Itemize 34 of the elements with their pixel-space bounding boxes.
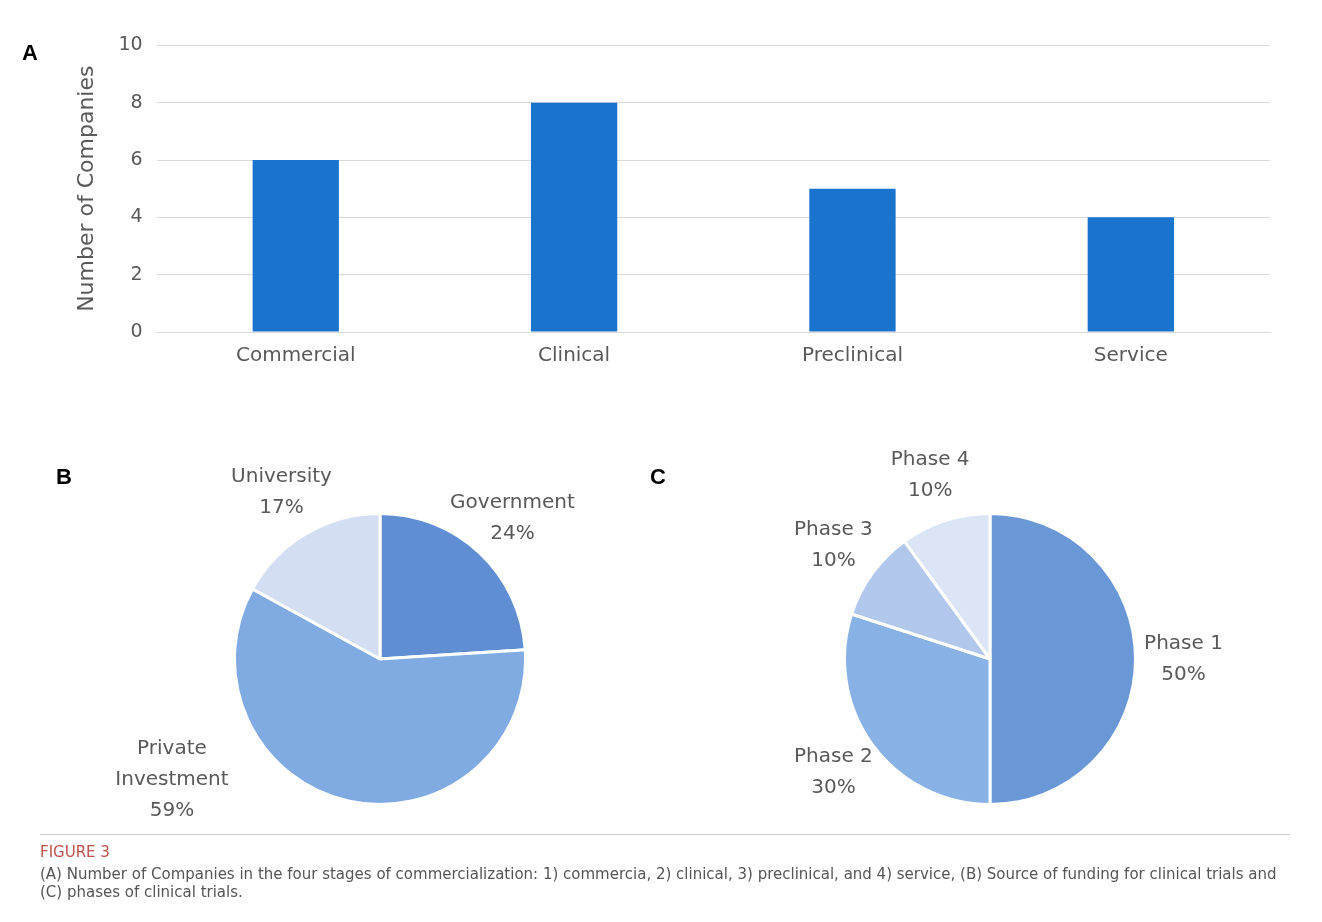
y-tick-label: 10 xyxy=(118,32,143,55)
y-tick-label: 4 xyxy=(130,204,143,227)
chart-title: A xyxy=(22,40,38,66)
y-tick-label: 8 xyxy=(130,89,143,112)
y-tick-label: 0 xyxy=(130,318,143,341)
slice-label: Phase 2 xyxy=(794,743,873,768)
bar xyxy=(530,102,618,332)
data-label: 59% xyxy=(149,796,195,821)
bar xyxy=(809,188,896,332)
data-label: 24% xyxy=(490,519,535,544)
slice-label: University xyxy=(231,463,333,488)
x-tick-label: Clinical xyxy=(538,342,611,367)
y-axis-title: Number of Companies xyxy=(72,65,98,312)
x-tick-label: Commercial xyxy=(235,342,356,367)
slice-label: Government xyxy=(450,488,575,513)
data-label: 17% xyxy=(259,494,304,519)
x-tick-label: Service xyxy=(1093,342,1168,367)
data-label: 10% xyxy=(811,546,856,571)
bar xyxy=(1087,217,1174,332)
slice-label: Phase 1 xyxy=(1144,629,1223,654)
bar xyxy=(252,160,339,332)
text: C xyxy=(650,464,666,490)
x-tick-label: Preclinical xyxy=(801,342,903,367)
caption: FIGURE 3 xyxy=(40,843,111,861)
slice-label: Private Investment xyxy=(115,734,229,790)
y-tick-label: 2 xyxy=(130,261,143,284)
data-label: 30% xyxy=(811,774,856,799)
data-label: 10% xyxy=(907,476,953,501)
data-label: 50% xyxy=(1161,660,1206,685)
y-tick-label: 6 xyxy=(130,146,143,169)
slice-label: Phase 3 xyxy=(794,515,873,540)
chart-title: B xyxy=(56,464,72,490)
slice-label: Phase 4 xyxy=(890,445,970,470)
text: (A) Number of Companies in the four stages of commercialization: 1) commercia, 2) clinical, 3) preclinical, and 4) service, (B) Source of funding for clinical trials and (C) phases of clinical trials. xyxy=(40,865,1278,901)
